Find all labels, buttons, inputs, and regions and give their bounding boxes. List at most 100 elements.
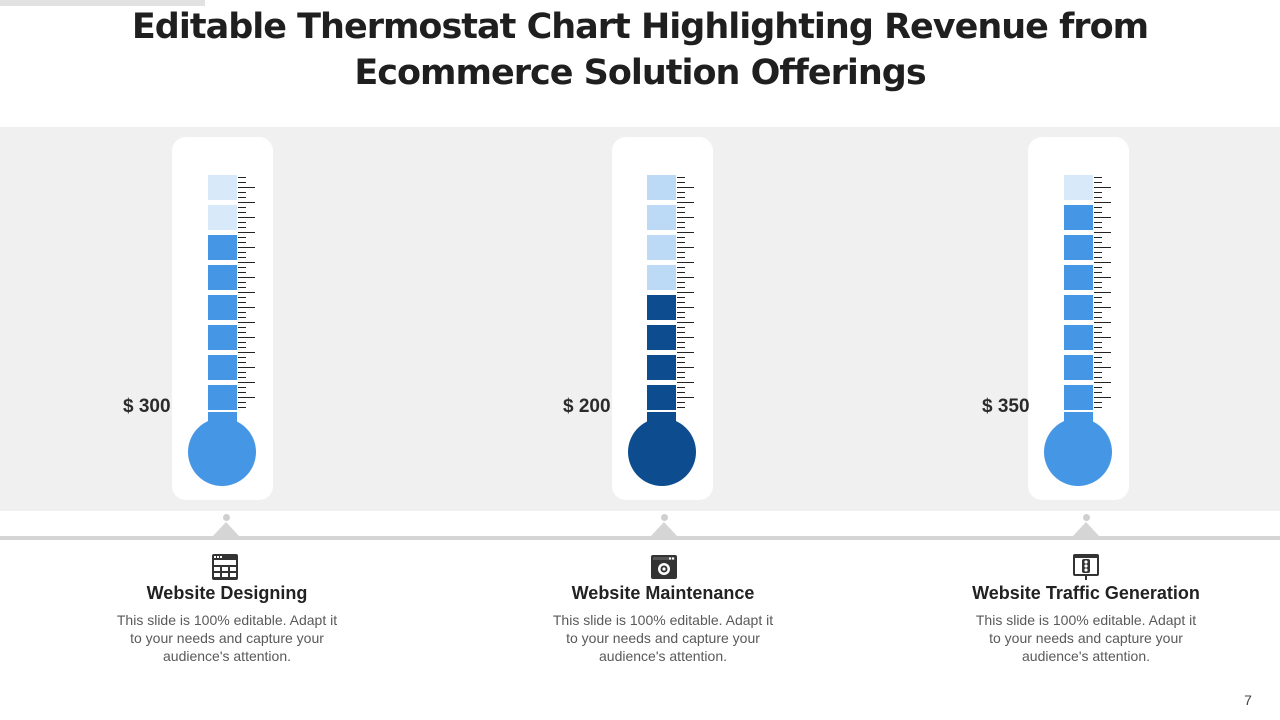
slide-title-line-1: Editable Thermostat Chart Highlighting R… [131,7,1149,47]
thermometer-1-segment-5 [208,265,237,290]
thermometer-3-tick [1094,337,1111,338]
thermometer-3-tick [1094,257,1102,258]
thermometer-2-tick [677,312,685,313]
thermometer-2-tick [677,217,694,218]
value-label-3: $ 350 [982,396,1030,417]
thermometer-2-tick [677,337,694,338]
thermometer-1-tick [238,347,246,348]
thermometer-2-segment-8 [647,175,676,200]
thermometer-2-tick [677,407,685,408]
thermometer-1-tick [238,227,246,228]
thermometer-1-segment-1 [208,385,237,410]
thermometer-2-tick [677,247,694,248]
thermometer-3-segment-3 [1064,325,1093,350]
thermometer-1-tick [238,317,246,318]
thermometer-3-tick [1094,262,1111,263]
pointer-dot-3 [1083,514,1090,521]
thermometer-1-tick [238,377,246,378]
thermometer-3-tick [1094,392,1102,393]
thermometer-3-segment-7 [1064,205,1093,230]
thermometer-3-tick [1094,252,1102,253]
thermometer-2-tick [677,282,685,283]
item-title-3: Website Traffic Generation [972,583,1200,603]
thermometer-1-tick [238,237,246,238]
thermometer-2-tick [677,232,694,233]
thermometer-3-tick [1094,292,1111,293]
thermometer-3-tick [1094,397,1111,398]
pointer-1 [213,522,239,536]
thermometer-1-segment-7 [208,205,237,230]
thermometer-3-tick [1094,287,1102,288]
thermometer-1-bulb [188,418,256,486]
thermometer-3-segment-8 [1064,175,1093,200]
thermometer-2-tick [677,362,685,363]
thermometer-3-tick [1094,317,1102,318]
pointer-3 [1073,522,1099,536]
thermometer-1-tick [238,272,246,273]
item-description-3-line-3: audience's attention. [1022,648,1150,664]
thermometer-1-tick [238,322,255,323]
thermometer-2-tick [677,327,685,328]
thermometer-2-tick [677,202,694,203]
thermometer-3-tick [1094,382,1111,383]
thermometer-1-tick [238,247,255,248]
thermometer-1-tick [238,182,246,183]
thermometer-1-tick [238,282,246,283]
thermometer-3-tick [1094,352,1111,353]
thermometer-2-tick [677,367,694,368]
slide-title-line-2: Ecommerce Solution Offerings [354,53,926,93]
thermometer-3-segment-1 [1064,385,1093,410]
thermometer-1-tick [238,367,255,368]
thermometer-3-tick [1094,377,1102,378]
thermometer-1-tick [238,192,246,193]
thermometer-2-tick [677,262,694,263]
thermometer-1-tick [238,232,255,233]
thermometer-3-tick [1094,202,1111,203]
thermometer-2-tick [677,252,685,253]
thermometer-1-tick [238,207,246,208]
thermometer-2-tick [677,352,694,353]
thermometer-2-tick [677,377,685,378]
slide-title: Editable Thermostat Chart Highlighting R… [0,4,1280,96]
thermometer-2-tick [677,357,685,358]
thermometer-3-tick [1094,222,1102,223]
thermometer-3-tick [1094,207,1102,208]
thermometer-2-tick [677,402,685,403]
thermometer-1-tick [238,187,255,188]
thermometer-3-tick [1094,322,1111,323]
thermometer-1-tick [238,392,246,393]
item-description-2-line-1: This slide is 100% editable. Adapt it [552,612,774,628]
thermometer-3-tick [1094,242,1102,243]
thermometer-3-tick [1094,372,1102,373]
thermometer-3-tick [1094,237,1102,238]
thermometer-3-tick [1094,187,1111,188]
thermometer-2-segment-4 [647,295,676,320]
thermometer-3-tick [1094,387,1102,388]
value-label-2: $ 200 [563,396,611,417]
maintenance-gear-icon [650,553,678,581]
thermometer-1-tick [238,402,246,403]
thermometer-1-tick [238,357,246,358]
thermometer-1-tick [238,252,246,253]
thermometer-1-tick [238,337,255,338]
item-title-2: Website Maintenance [571,583,755,603]
thermometer-2-segment-2 [647,355,676,380]
thermometer-3-tick [1094,277,1111,278]
thermometer-2-tick [677,297,685,298]
thermometer-2-tick [677,277,694,278]
thermometer-2-segment-1 [647,385,676,410]
thermometer-2-tick [677,187,694,188]
thermometer-1-tick [238,242,246,243]
thermometer-3-tick [1094,332,1102,333]
item-description-1-line-2: to your needs and capture your [130,630,324,646]
thermometer-1-tick [238,197,246,198]
thermometer-3-tick [1094,307,1111,308]
thermometer-3-tick [1094,367,1111,368]
thermometer-1-segment-8 [208,175,237,200]
thermometer-1-segment-2 [208,355,237,380]
thermometer-1-tick [238,382,255,383]
thermometer-1-tick [238,407,246,408]
value-label-1: $ 300 [123,396,171,417]
thermometer-2-segment-6 [647,235,676,260]
page-number: 7 [1244,692,1252,708]
